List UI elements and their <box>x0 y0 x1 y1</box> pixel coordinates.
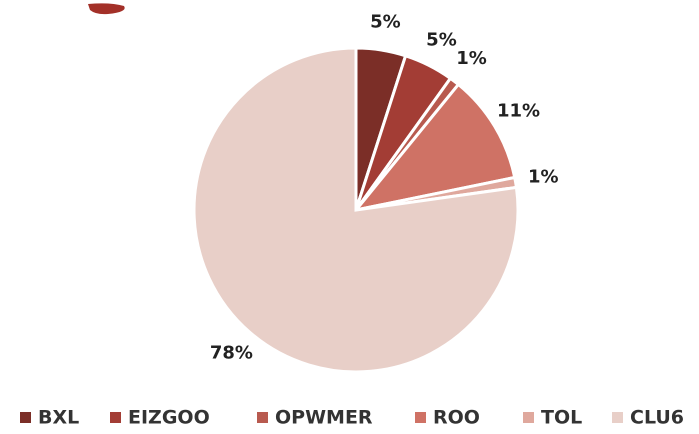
pie-slice <box>352 82 517 213</box>
legend-swatch <box>523 412 534 423</box>
data-label: 11% <box>497 101 540 122</box>
legend-swatch <box>257 412 268 423</box>
legend-label: BXL <box>38 407 79 429</box>
legend-swatch <box>612 412 623 423</box>
legend-label: OPWMER <box>275 407 373 429</box>
legend-swatch <box>20 412 31 423</box>
decoration <box>88 3 125 15</box>
legend-label: TOL <box>541 407 582 429</box>
pie-slice <box>192 46 520 374</box>
legend-label: ROO <box>433 407 480 429</box>
data-label: 1% <box>528 167 559 188</box>
data-label: 5% <box>426 29 457 50</box>
data-label: 1% <box>456 48 487 69</box>
legend-label: EIZGOO <box>128 407 210 429</box>
legend-swatch <box>415 412 426 423</box>
legend-label: CLU6 <box>630 407 684 429</box>
data-label: 5% <box>370 11 401 32</box>
data-label: 78% <box>210 342 253 363</box>
legend-swatch <box>110 412 121 423</box>
